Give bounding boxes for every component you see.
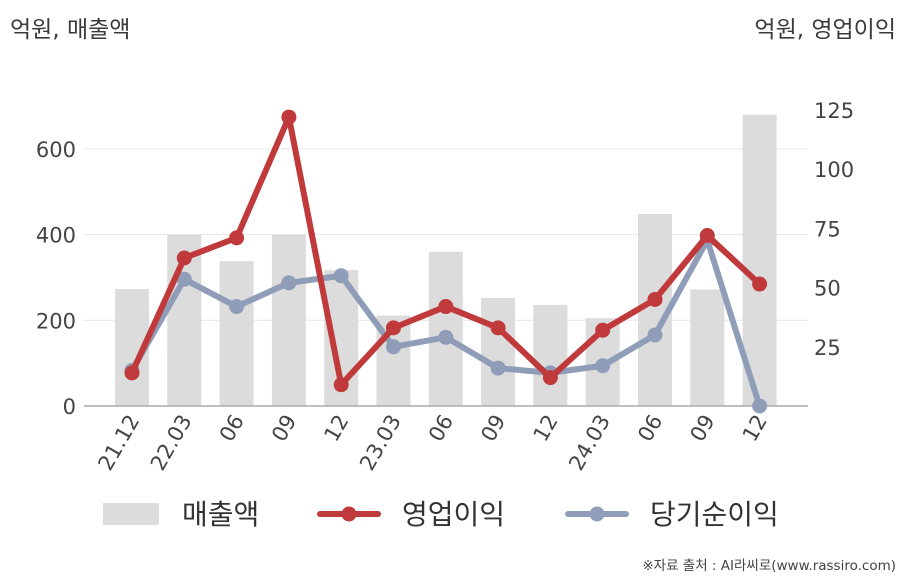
data-point: [438, 299, 454, 315]
data-point: [595, 358, 611, 374]
data-point: [281, 275, 297, 291]
data-point: [386, 320, 401, 336]
legend: 매출액 영업이익 당기순이익: [103, 498, 779, 531]
data-point: [490, 360, 506, 376]
data-point: [699, 228, 715, 244]
x-tick-label: 09: [685, 411, 719, 446]
x-tick-label: 12: [529, 411, 563, 446]
data-point: [176, 250, 192, 266]
data-point: [333, 268, 349, 284]
bar: [428, 251, 463, 406]
data-point: [542, 370, 558, 386]
right-y-tick: 100: [814, 158, 854, 182]
legend-marker-operating-profit: [341, 506, 357, 522]
x-tick-label: 21.12: [93, 411, 144, 475]
data-point: [333, 377, 349, 393]
data-point: [176, 271, 192, 287]
data-point: [124, 365, 140, 381]
right-axis-unit-label: 억원, 영업이익: [754, 17, 896, 43]
legend-label-net-income: 당기순이익: [650, 498, 779, 531]
data-point: [229, 230, 245, 246]
data-point: [438, 329, 454, 345]
legend-swatch-sales: [103, 503, 159, 525]
right-y-tick: 75: [814, 217, 841, 241]
data-point: [595, 322, 611, 338]
x-tick-label: 22.03: [146, 411, 197, 475]
x-tick-label: 23.03: [355, 411, 406, 475]
x-tick-label: 12: [738, 411, 772, 446]
bar: [481, 298, 516, 406]
x-tick-label: 24.03: [564, 411, 615, 475]
right-y-axis-ticks: 25 50 75 100 125: [814, 99, 854, 360]
left-y-axis-ticks: 0 200 400 600: [36, 138, 76, 419]
data-point: [752, 398, 768, 414]
bar-series-sales: [115, 114, 777, 407]
bar: [742, 114, 777, 407]
source-credit: ※자료 출처 : AI라씨로(www.rassiro.com): [642, 558, 896, 574]
left-y-tick: 600: [36, 138, 76, 162]
line-series: [124, 109, 768, 414]
right-y-tick: 125: [814, 99, 854, 123]
data-point: [229, 299, 245, 315]
bar: [271, 234, 306, 406]
data-point: [647, 291, 663, 307]
x-tick-label: 06: [215, 411, 249, 446]
data-point: [386, 339, 401, 355]
bar: [690, 289, 725, 406]
bar: [219, 261, 254, 406]
data-point: [490, 320, 506, 336]
left-y-tick: 200: [36, 309, 76, 333]
legend-label-sales: 매출액: [182, 498, 259, 531]
x-tick-label: 06: [633, 411, 667, 446]
x-tick-label: 09: [476, 410, 510, 445]
x-tick-label: 06: [424, 411, 458, 446]
left-axis-unit-label: 억원, 매출액: [10, 17, 131, 43]
x-tick-label: 09: [267, 411, 301, 446]
data-point: [752, 276, 768, 292]
right-y-tick: 25: [814, 336, 841, 360]
legend-marker-net-income: [589, 506, 605, 522]
left-y-tick: 0: [63, 395, 76, 419]
x-axis-ticks: 21.12 22.03 06 09 12 23.03 06 09 12 24.03 06 09 12: [93, 410, 771, 474]
legend-label-operating-profit: 영업이익: [402, 498, 505, 531]
right-y-tick: 50: [814, 277, 841, 301]
data-point: [281, 109, 297, 125]
x-tick-label: 12: [319, 411, 353, 446]
left-y-tick: 400: [36, 224, 76, 248]
data-point: [647, 327, 663, 343]
bar: [533, 304, 568, 406]
